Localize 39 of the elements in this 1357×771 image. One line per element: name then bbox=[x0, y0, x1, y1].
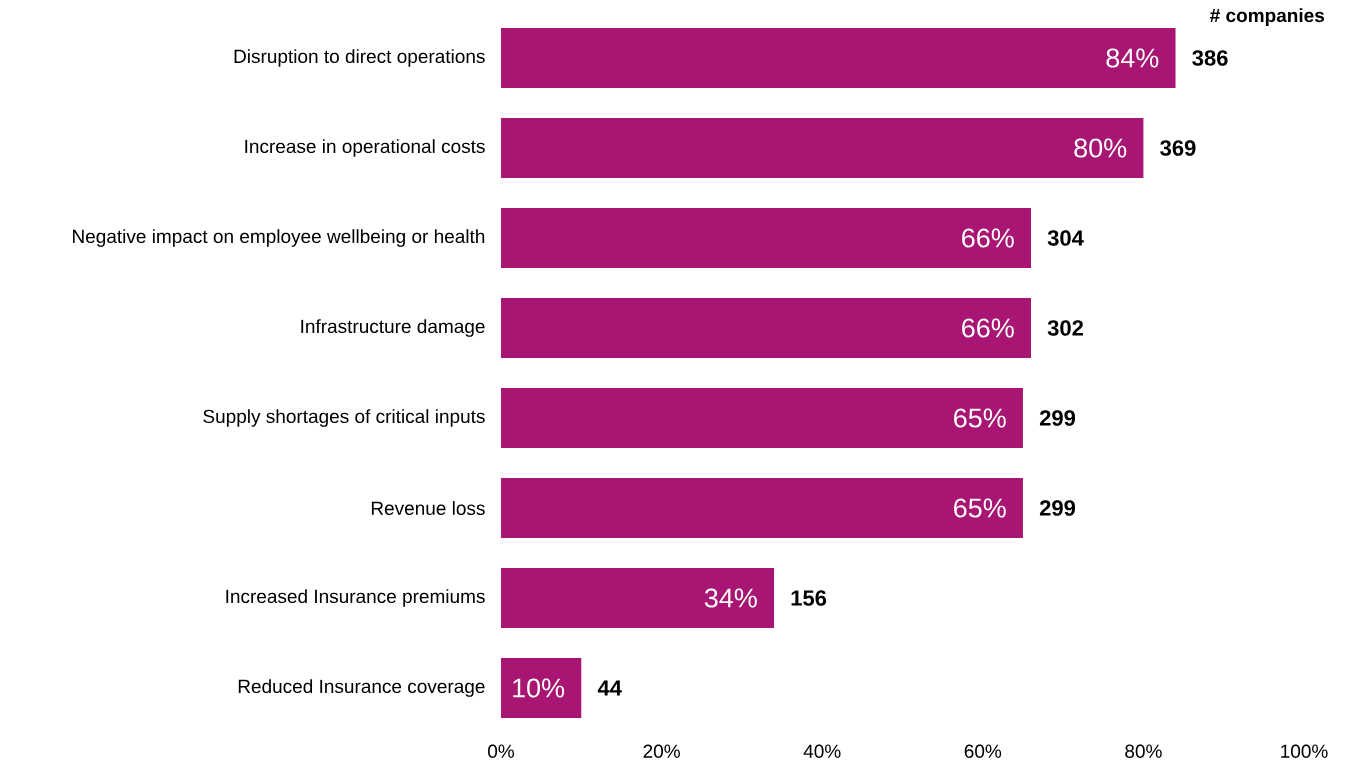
y-tick-label: Revenue loss bbox=[371, 501, 485, 515]
data-label: 80% bbox=[1074, 138, 1127, 158]
bar bbox=[501, 207, 1031, 269]
y-tick-label: Negative impact on employee wellbeing or health bbox=[73, 229, 485, 247]
annotation: 369 bbox=[1160, 140, 1196, 156]
bar bbox=[501, 297, 1031, 359]
bar bbox=[501, 27, 1176, 89]
annotation: 44 bbox=[597, 680, 622, 696]
y-tick-label: Disruption to direct operations bbox=[234, 49, 485, 67]
y-tick-label: Increased Insurance premiums bbox=[226, 589, 485, 607]
annotation: # companies bbox=[1210, 8, 1325, 26]
y-tick-label: Supply shortages of critical inputs bbox=[203, 409, 485, 427]
annotation: 299 bbox=[1039, 410, 1076, 426]
x-tick-label: 60% bbox=[964, 744, 1002, 758]
annotation: 302 bbox=[1047, 320, 1084, 336]
data-label: 34% bbox=[704, 588, 757, 608]
data-label: 66% bbox=[962, 318, 1014, 338]
x-tick-label: 0% bbox=[488, 744, 515, 758]
data-label: 65% bbox=[954, 498, 1006, 518]
x-tick-label: 40% bbox=[803, 744, 841, 758]
bar bbox=[501, 387, 1023, 449]
annotation: 304 bbox=[1047, 230, 1084, 246]
annotation: 299 bbox=[1039, 500, 1076, 516]
annotation: 156 bbox=[791, 590, 827, 606]
bar bbox=[501, 117, 1144, 179]
x-tick-label: 80% bbox=[1125, 744, 1162, 758]
y-tick-label: Increase in operational costs bbox=[245, 139, 485, 157]
bar bbox=[501, 567, 775, 629]
y-tick-label: Infrastructure damage bbox=[301, 319, 485, 337]
bar bbox=[501, 657, 582, 719]
data-label: 84% bbox=[1106, 48, 1159, 68]
annotation: 386 bbox=[1192, 50, 1228, 66]
data-label: 65% bbox=[954, 408, 1006, 428]
x-tick-label: 20% bbox=[643, 744, 680, 758]
y-tick-label: Reduced Insurance coverage bbox=[238, 679, 485, 697]
data-label: 10% bbox=[513, 678, 565, 698]
data-label: 66% bbox=[962, 228, 1014, 248]
bar bbox=[501, 477, 1023, 539]
x-tick-label: 100% bbox=[1281, 744, 1328, 758]
